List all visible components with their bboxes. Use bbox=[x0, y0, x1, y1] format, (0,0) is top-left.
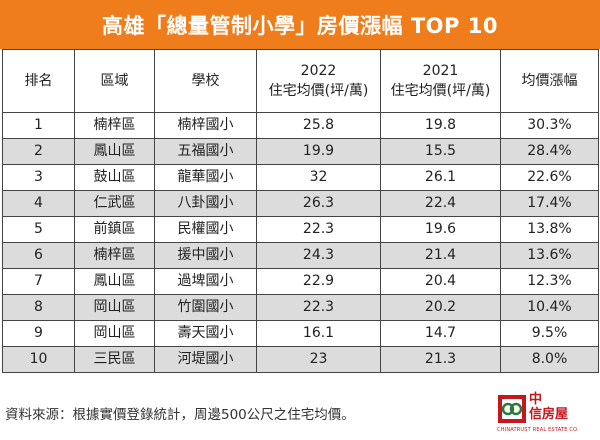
cell-price-2022: 23 bbox=[256, 346, 381, 373]
cell-price-2022: 32 bbox=[256, 164, 381, 191]
cell-district: 楠梓區 bbox=[74, 242, 155, 269]
cell-rank: 6 bbox=[2, 242, 75, 269]
cell-growth: 22.6% bbox=[500, 164, 599, 191]
cell-rank: 9 bbox=[2, 320, 75, 347]
cell-rank: 7 bbox=[2, 268, 75, 295]
cell-rank: 8 bbox=[2, 294, 75, 321]
cell-price-2021: 21.4 bbox=[380, 242, 501, 269]
logo-line2: 信房屋 bbox=[529, 407, 569, 422]
cell-school: 民權國小 bbox=[154, 216, 257, 243]
cell-price-2022: 24.3 bbox=[256, 242, 381, 269]
header-price-2021-unit: 住宅均價(坪/萬) bbox=[390, 83, 491, 99]
cell-rank: 1 bbox=[2, 112, 75, 139]
cell-district: 岡山區 bbox=[74, 320, 155, 347]
cell-rank: 4 bbox=[2, 190, 75, 217]
table-row: 7 鳳山區 過埤國小 22.9 20.4 12.3% bbox=[2, 268, 599, 295]
cell-district: 鳳山區 bbox=[74, 138, 155, 165]
cell-school: 楠梓國小 bbox=[154, 112, 257, 139]
cell-growth: 13.6% bbox=[500, 242, 599, 269]
cell-growth: 8.0% bbox=[500, 346, 599, 373]
cell-price-2021: 20.4 bbox=[380, 268, 501, 295]
table-row: 3 鼓山區 龍華國小 32 26.1 22.6% bbox=[2, 164, 599, 191]
header-price-2022-unit: 住宅均價(坪/萬) bbox=[268, 83, 369, 99]
cell-price-2022: 26.3 bbox=[256, 190, 381, 217]
cell-school: 竹圍國小 bbox=[154, 294, 257, 321]
chinatrust-logo: 中 信房屋 CHINATRUST REAL ESTATE CO. bbox=[497, 392, 597, 438]
cell-price-2022: 19.9 bbox=[256, 138, 381, 165]
cell-rank: 5 bbox=[2, 216, 75, 243]
cell-district: 鳳山區 bbox=[74, 268, 155, 295]
school-price-table: 排名 區域 學校 2022 住宅均價(坪/萬) 2021 住宅均價(坪/萬) 均… bbox=[2, 49, 599, 373]
cell-school: 壽天國小 bbox=[154, 320, 257, 347]
header-price-2022: 2022 住宅均價(坪/萬) bbox=[256, 49, 381, 113]
cell-school: 五福國小 bbox=[154, 138, 257, 165]
cell-district: 前鎮區 bbox=[74, 216, 155, 243]
header-growth: 均價漲幅 bbox=[500, 49, 599, 113]
table-row: 2 鳳山區 五福國小 19.9 15.5 28.4% bbox=[2, 138, 599, 165]
cell-district: 鼓山區 bbox=[74, 164, 155, 191]
data-source-note: 資料來源：根據實價登錄統計，周邊500公尺之住宅均價。 bbox=[5, 407, 355, 423]
cell-rank: 2 bbox=[2, 138, 75, 165]
cell-district: 仁武區 bbox=[74, 190, 155, 217]
cell-school: 八卦國小 bbox=[154, 190, 257, 217]
cell-growth: 9.5% bbox=[500, 320, 599, 347]
table-row: 6 楠梓區 援中國小 24.3 21.4 13.6% bbox=[2, 242, 599, 269]
cell-school: 河堤國小 bbox=[154, 346, 257, 373]
cell-rank: 10 bbox=[2, 346, 75, 373]
table-row: 4 仁武區 八卦國小 26.3 22.4 17.4% bbox=[2, 190, 599, 217]
cell-growth: 30.3% bbox=[500, 112, 599, 139]
page-title: 高雄「總量管制小學」房價漲幅 TOP 10 bbox=[0, 0, 600, 49]
cell-price-2022: 22.3 bbox=[256, 216, 381, 243]
cell-price-2021: 14.7 bbox=[380, 320, 501, 347]
table-row: 9 岡山區 壽天國小 16.1 14.7 9.5% bbox=[2, 320, 599, 347]
cell-price-2022: 16.1 bbox=[256, 320, 381, 347]
cell-growth: 12.3% bbox=[500, 268, 599, 295]
cell-growth: 17.4% bbox=[500, 190, 599, 217]
cell-price-2021: 19.8 bbox=[380, 112, 501, 139]
cell-price-2021: 22.4 bbox=[380, 190, 501, 217]
cell-district: 三民區 bbox=[74, 346, 155, 373]
cell-rank: 3 bbox=[2, 164, 75, 191]
table-row: 5 前鎮區 民權國小 22.3 19.6 13.8% bbox=[2, 216, 599, 243]
cell-school: 過埤國小 bbox=[154, 268, 257, 295]
logo-line1: 中 bbox=[529, 392, 543, 407]
header-rank: 排名 bbox=[2, 49, 75, 113]
cell-price-2022: 22.9 bbox=[256, 268, 381, 295]
table-row: 10 三民區 河堤國小 23 21.3 8.0% bbox=[2, 346, 599, 373]
logo-subtitle: CHINATRUST REAL ESTATE CO. bbox=[497, 427, 579, 433]
cell-district: 岡山區 bbox=[74, 294, 155, 321]
cell-growth: 10.4% bbox=[500, 294, 599, 321]
table-header-row: 排名 區域 學校 2022 住宅均價(坪/萬) 2021 住宅均價(坪/萬) 均… bbox=[2, 49, 599, 113]
cell-price-2021: 26.1 bbox=[380, 164, 501, 191]
cell-price-2021: 15.5 bbox=[380, 138, 501, 165]
cell-growth: 28.4% bbox=[500, 138, 599, 165]
cell-growth: 13.8% bbox=[500, 216, 599, 243]
cell-price-2022: 25.8 bbox=[256, 112, 381, 139]
cell-price-2021: 20.2 bbox=[380, 294, 501, 321]
header-district: 區域 bbox=[74, 49, 155, 113]
cell-price-2021: 21.3 bbox=[380, 346, 501, 373]
cell-price-2022: 22.3 bbox=[256, 294, 381, 321]
table-row: 8 岡山區 竹圍國小 22.3 20.2 10.4% bbox=[2, 294, 599, 321]
cell-school: 龍華國小 bbox=[154, 164, 257, 191]
header-price-2021: 2021 住宅均價(坪/萬) bbox=[380, 49, 501, 113]
header-school: 學校 bbox=[154, 49, 257, 113]
cell-school: 援中國小 bbox=[154, 242, 257, 269]
table-row: 1 楠梓區 楠梓國小 25.8 19.8 30.3% bbox=[2, 112, 599, 139]
cell-price-2021: 19.6 bbox=[380, 216, 501, 243]
cell-district: 楠梓區 bbox=[74, 112, 155, 139]
header-price-2021-year: 2021 bbox=[422, 63, 459, 79]
logo-wordmark: 中 信房屋 bbox=[529, 392, 568, 422]
house-logo-icon bbox=[498, 395, 526, 423]
header-price-2022-year: 2022 bbox=[300, 63, 337, 79]
